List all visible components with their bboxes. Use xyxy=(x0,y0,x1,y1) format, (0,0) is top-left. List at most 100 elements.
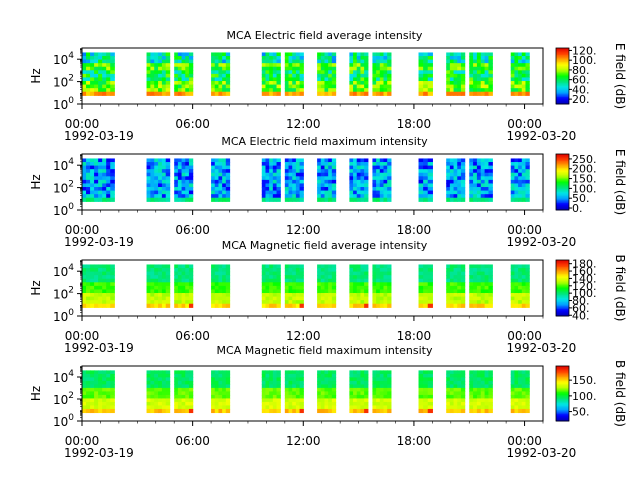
spectrogram-cell xyxy=(427,66,433,71)
spectrogram-cell xyxy=(457,190,462,195)
spectrogram-cell xyxy=(299,296,304,301)
spectrogram-cell xyxy=(423,405,429,410)
spectrogram-cell xyxy=(269,66,274,71)
spectrogram-cell xyxy=(185,370,190,375)
spectrogram-cell xyxy=(476,81,482,86)
spectrogram-cell xyxy=(484,296,490,301)
spectrogram-cell xyxy=(161,271,167,276)
spectrogram-cell xyxy=(150,162,155,167)
spectrogram-cell xyxy=(299,370,304,375)
spectrogram-cell xyxy=(269,73,274,79)
spectrogram-cell xyxy=(211,63,216,68)
spectrogram-cell xyxy=(331,88,337,93)
spectrogram-cell xyxy=(418,275,424,280)
spectrogram-cell xyxy=(510,194,516,199)
spectrogram-cell xyxy=(214,52,220,57)
spectrogram-cell xyxy=(181,172,186,177)
spectrogram-cell xyxy=(288,84,293,89)
spectrogram-cell xyxy=(269,84,274,89)
spectrogram-cell xyxy=(276,63,281,68)
spectrogram-cell xyxy=(276,405,281,410)
spectrogram-cell xyxy=(82,408,87,414)
spectrogram-cell xyxy=(331,293,337,298)
spectrogram-cell xyxy=(265,179,270,185)
spectrogram-cell xyxy=(222,77,227,82)
spectrogram-cell xyxy=(161,303,167,308)
spectrogram-cell xyxy=(379,73,385,79)
spectrogram-cell xyxy=(98,268,103,273)
spectrogram-cell xyxy=(387,373,392,378)
spectrogram-cell xyxy=(299,408,304,414)
spectrogram-cell xyxy=(211,194,216,199)
colorbar-tick-label: 180. xyxy=(572,258,597,271)
spectrogram-cell xyxy=(261,52,267,57)
spectrogram-cell xyxy=(86,285,91,291)
spectrogram-cell xyxy=(514,77,519,82)
spectrogram-cell xyxy=(214,300,220,305)
spectrogram-cell xyxy=(292,84,297,89)
spectrogram-cell xyxy=(480,300,486,305)
spectrogram-cell xyxy=(510,401,516,407)
spectrogram-cell xyxy=(353,165,358,170)
spectrogram-cell xyxy=(272,278,278,283)
spectrogram-cell xyxy=(460,194,466,199)
spectrogram-cell xyxy=(449,387,455,393)
spectrogram-cell xyxy=(514,66,519,71)
spectrogram-cell xyxy=(181,56,186,61)
spectrogram-cell xyxy=(218,370,223,375)
spectrogram-cell xyxy=(181,66,186,71)
spectrogram-cell xyxy=(387,394,392,400)
spectrogram-cell xyxy=(364,179,369,185)
spectrogram-cell xyxy=(272,401,278,407)
spectrogram-cell xyxy=(364,84,369,89)
spectrogram-cell xyxy=(469,190,474,195)
spectrogram-cell xyxy=(110,300,115,305)
spectrogram-cell xyxy=(225,296,231,301)
spectrogram-cell xyxy=(150,176,155,181)
spectrogram-cell xyxy=(376,88,381,93)
spectrogram-cell xyxy=(106,370,111,375)
spectrogram-cell xyxy=(324,401,329,407)
spectrogram-cell xyxy=(90,285,95,291)
spectrogram-cell xyxy=(521,66,527,71)
spectrogram-cell xyxy=(218,293,223,298)
spectrogram-cell xyxy=(158,271,163,276)
spectrogram-cell xyxy=(387,165,392,170)
spectrogram-cell xyxy=(453,384,458,389)
spectrogram-cell xyxy=(480,264,486,269)
spectrogram-cell xyxy=(353,158,358,163)
spectrogram-cell xyxy=(449,88,455,93)
spectrogram-cell xyxy=(94,70,99,75)
spectrogram-cell xyxy=(177,187,183,192)
spectrogram-cell xyxy=(518,380,523,385)
spectrogram-cell xyxy=(423,282,429,287)
spectrogram-cell xyxy=(94,187,99,192)
spectrogram-cell xyxy=(449,380,455,385)
spectrogram-cell xyxy=(356,293,362,298)
spectrogram-cell xyxy=(269,77,274,82)
spectrogram-cell xyxy=(165,169,171,174)
spectrogram-cell xyxy=(476,289,482,294)
spectrogram-cell xyxy=(214,77,220,82)
spectrogram-cell xyxy=(383,293,388,298)
spectrogram-cell xyxy=(94,81,99,86)
spectrogram-cell xyxy=(349,394,354,400)
spectrogram-cell xyxy=(521,190,527,195)
spectrogram-cell xyxy=(154,81,159,86)
spectrogram-cell xyxy=(469,88,474,93)
spectrogram-cell xyxy=(86,370,91,375)
spectrogram-cell xyxy=(284,289,290,294)
spectrogram-cell xyxy=(521,158,527,163)
spectrogram-cell xyxy=(211,162,216,167)
spectrogram-cell xyxy=(86,278,91,283)
spectrogram-cell xyxy=(269,377,274,382)
spectrogram-cell xyxy=(82,373,87,378)
spectrogram-cell xyxy=(185,190,190,195)
spectrogram-cell xyxy=(181,190,186,195)
spectrogram-cell xyxy=(98,300,103,305)
spectrogram-cells xyxy=(82,370,530,414)
spectrogram-cell xyxy=(165,56,171,61)
spectrogram-cell xyxy=(457,370,462,375)
spectrogram-cell xyxy=(320,285,326,291)
spectrogram-cell xyxy=(269,268,274,273)
